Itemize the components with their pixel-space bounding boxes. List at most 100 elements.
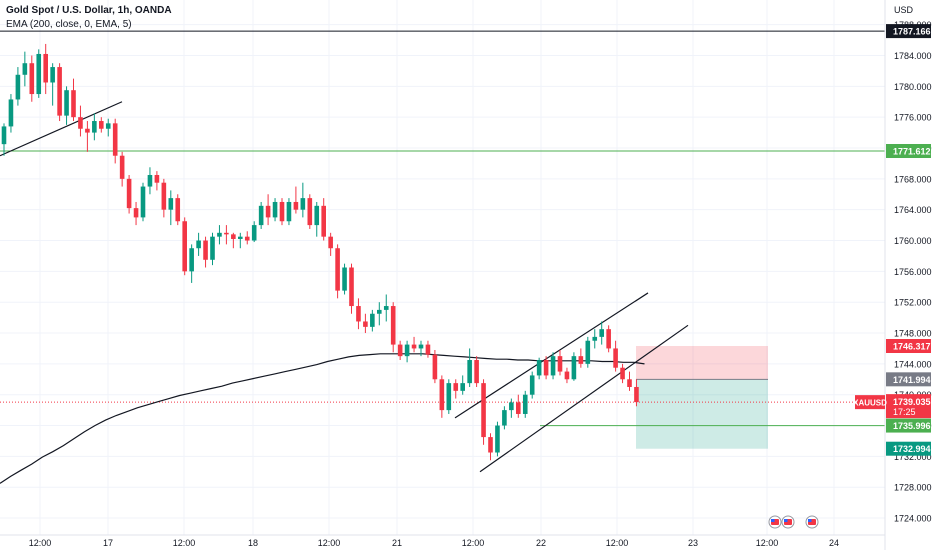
green-level-label[interactable]: 1771.612: [886, 144, 931, 159]
candle-up[interactable]: [536, 357, 542, 380]
candle-up[interactable]: [36, 49, 42, 98]
candle-up[interactable]: [210, 232, 215, 266]
candle-down[interactable]: [411, 336, 417, 353]
resistance-level-label[interactable]: 1787.166: [886, 24, 931, 39]
candle-up[interactable]: [168, 190, 174, 226]
channel-lower[interactable]: [479, 324, 689, 473]
candle-down[interactable]: [557, 349, 563, 376]
candle-up[interactable]: [92, 113, 97, 141]
candle-down[interactable]: [578, 348, 584, 368]
candle-down[interactable]: [564, 367, 570, 384]
candle-up[interactable]: [272, 198, 278, 222]
candle-up[interactable]: [300, 182, 306, 218]
candle-up[interactable]: [15, 67, 21, 106]
candle-down[interactable]: [293, 186, 299, 214]
candle-down[interactable]: [363, 313, 368, 334]
candle-down[interactable]: [335, 244, 340, 299]
candle-up[interactable]: [529, 371, 535, 399]
candle-down[interactable]: [85, 121, 90, 152]
candle-down[interactable]: [71, 78, 76, 122]
candle-down[interactable]: [154, 171, 160, 191]
candle-up[interactable]: [370, 309, 375, 332]
candle-down[interactable]: [390, 302, 396, 353]
candle-down[interactable]: [175, 194, 181, 226]
candle-down[interactable]: [29, 55, 35, 102]
candle-down[interactable]: [224, 225, 229, 245]
candle-up[interactable]: [22, 51, 28, 87]
candle-up[interactable]: [147, 167, 153, 195]
candle-up[interactable]: [404, 340, 410, 363]
candle-up[interactable]: [189, 244, 194, 283]
candle-up[interactable]: [502, 406, 507, 430]
candle-down[interactable]: [613, 340, 618, 372]
candle-down[interactable]: [99, 117, 104, 133]
candle-down[interactable]: [161, 178, 167, 218]
candle-up[interactable]: [140, 182, 146, 222]
candle-down[interactable]: [307, 194, 313, 229]
candle-up[interactable]: [418, 340, 424, 357]
candle-down[interactable]: [397, 340, 403, 361]
candle-down[interactable]: [133, 201, 139, 226]
candle-down[interactable]: [279, 198, 285, 226]
candle-down[interactable]: [620, 363, 625, 384]
candle-up[interactable]: [446, 379, 452, 414]
take-profit-zone[interactable]: [636, 379, 768, 449]
candle-down[interactable]: [425, 340, 431, 358]
candle-down[interactable]: [182, 217, 187, 276]
candle-up[interactable]: [314, 201, 320, 237]
candle-down[interactable]: [543, 356, 549, 380]
candle-up[interactable]: [495, 421, 500, 457]
candle-up[interactable]: [550, 352, 556, 380]
candle-down[interactable]: [432, 349, 438, 384]
candle-up[interactable]: [585, 336, 591, 368]
candle-down[interactable]: [634, 379, 639, 407]
candle-down[interactable]: [349, 263, 354, 314]
candle-up[interactable]: [286, 198, 292, 226]
candle-up[interactable]: [383, 294, 389, 322]
candle-down[interactable]: [627, 371, 632, 391]
candle-down[interactable]: [439, 375, 445, 418]
ema-indicator-legend[interactable]: EMA (200, close, 0, EMA, 5): [6, 19, 132, 30]
candle-up[interactable]: [64, 86, 69, 125]
channel-upper[interactable]: [454, 292, 649, 419]
candle-up[interactable]: [377, 302, 382, 326]
candle-up[interactable]: [251, 221, 257, 243]
candle-up[interactable]: [467, 348, 472, 387]
candle-down[interactable]: [328, 232, 333, 256]
candle-down[interactable]: [265, 194, 271, 226]
candle-down[interactable]: [244, 231, 250, 245]
candle-up[interactable]: [217, 225, 222, 245]
candle-up[interactable]: [8, 94, 14, 133]
take-profit-1-label[interactable]: 1735.996: [886, 418, 931, 433]
candle-down[interactable]: [43, 43, 48, 95]
candle-down[interactable]: [516, 394, 521, 418]
candle-down[interactable]: [231, 232, 236, 249]
stop-loss-zone[interactable]: [636, 346, 768, 380]
candle-down[interactable]: [119, 151, 125, 187]
candle-down[interactable]: [112, 118, 118, 164]
candle-up[interactable]: [50, 63, 55, 106]
candle-up[interactable]: [258, 201, 264, 229]
candle-up[interactable]: [196, 232, 201, 256]
candle-up[interactable]: [522, 390, 528, 418]
entry-level-label[interactable]: 1741.994: [886, 372, 931, 387]
calendar-event-icon[interactable]: [805, 515, 819, 529]
calendar-event-icon[interactable]: [768, 515, 782, 529]
candle-up[interactable]: [105, 118, 111, 137]
candle-up[interactable]: [460, 375, 465, 395]
candle-down[interactable]: [606, 325, 611, 353]
trendline-top-left[interactable]: [0, 101, 123, 157]
candle-down[interactable]: [321, 198, 326, 241]
take-profit-2-label[interactable]: 1732.994: [886, 441, 931, 456]
candle-up[interactable]: [1, 123, 7, 156]
candle-down[interactable]: [356, 298, 361, 330]
candle-down[interactable]: [453, 379, 459, 399]
calendar-event-icon[interactable]: [781, 515, 795, 529]
candle-up[interactable]: [238, 232, 243, 249]
candle-up[interactable]: [571, 352, 577, 381]
candle-up[interactable]: [509, 398, 514, 418]
candle-down[interactable]: [57, 63, 62, 122]
